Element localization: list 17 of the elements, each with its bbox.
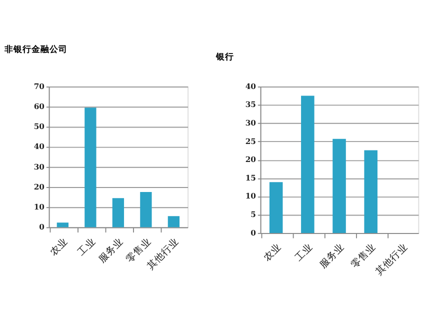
bar [56,222,69,228]
x-tick-label: 工业 [292,241,316,264]
x-tick-label: 工业 [75,235,98,258]
x-tick-label: 服务业 [96,235,126,266]
chart-title: 非银行金融公司 [4,44,68,56]
bar [364,150,378,233]
bar [269,182,283,233]
bar [112,198,124,228]
x-tick-label: 农业 [48,235,70,258]
bar [168,216,180,228]
x-tick-label: 农业 [261,241,284,264]
bar [332,138,346,233]
bar [84,108,96,228]
x-tick-label: 服务业 [317,241,347,271]
bar [140,192,152,228]
bar [301,96,314,233]
chart-title: 银行 [215,52,234,63]
